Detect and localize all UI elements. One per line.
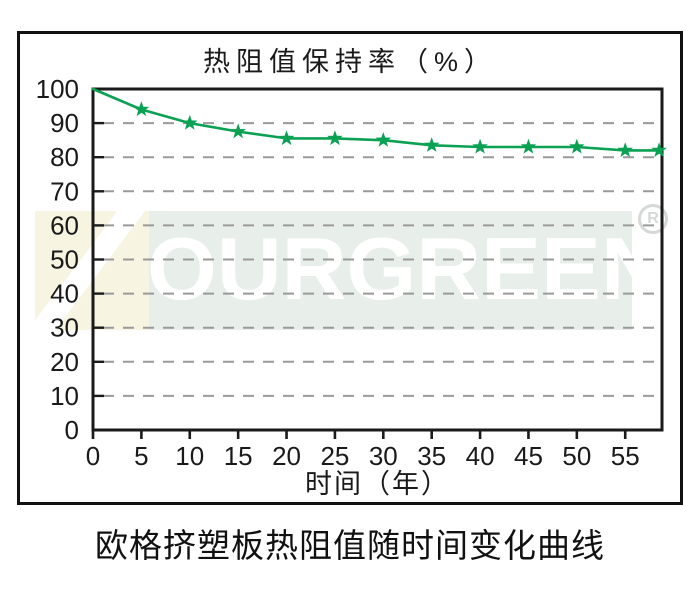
data-point-star-marker bbox=[230, 123, 246, 139]
data-point-star-marker bbox=[651, 142, 667, 157]
x-tick-label: 20 bbox=[272, 441, 301, 471]
x-tick-label: 25 bbox=[320, 441, 349, 471]
y-tick-label: 80 bbox=[50, 142, 79, 172]
y-tick-label: 0 bbox=[65, 415, 79, 445]
x-axis-title: 时间（年） bbox=[305, 469, 450, 499]
data-point-star-marker bbox=[278, 130, 295, 146]
x-tick-label: 0 bbox=[86, 441, 100, 471]
data-point-star-marker bbox=[472, 138, 488, 154]
chart-title: 热阻值保持率（%） bbox=[202, 47, 497, 77]
data-point-star-marker bbox=[423, 137, 440, 152]
data-point-star-marker bbox=[617, 142, 633, 157]
x-tick-label: 30 bbox=[369, 441, 398, 471]
data-line bbox=[91, 87, 661, 152]
data-point-star-marker bbox=[133, 101, 150, 117]
y-tick-label: 10 bbox=[50, 381, 79, 411]
x-tick-label: 5 bbox=[134, 441, 148, 471]
y-tick-label: 70 bbox=[50, 176, 79, 206]
data-point-star-marker bbox=[375, 132, 392, 147]
x-tick-label: 35 bbox=[417, 441, 446, 471]
x-tick-label: 15 bbox=[224, 441, 253, 471]
y-tick-label: 40 bbox=[50, 279, 79, 309]
registered-trademark-icon: R bbox=[638, 204, 668, 234]
watermark-band: OURGREEN bbox=[35, 211, 645, 330]
chart-frame bbox=[17, 31, 683, 505]
x-tick-label: 10 bbox=[175, 441, 204, 471]
y-tick-label: 30 bbox=[50, 313, 79, 343]
y-tick-label: 60 bbox=[50, 210, 79, 240]
data-point-star-marker bbox=[569, 138, 585, 154]
x-tick-label: 45 bbox=[514, 441, 543, 471]
data-point-star-marker bbox=[520, 138, 537, 154]
chart-caption: 欧格挤塑板热阻值随时间变化曲线 bbox=[95, 527, 605, 564]
watermark-text: OURGREEN bbox=[147, 219, 645, 318]
x-tick-label: 50 bbox=[562, 441, 591, 471]
plot-border bbox=[91, 87, 664, 432]
data-point-star-marker bbox=[182, 114, 198, 130]
x-tick-label: 55 bbox=[611, 441, 640, 471]
data-point-star-marker bbox=[327, 130, 343, 146]
y-tick-label: 50 bbox=[50, 245, 79, 275]
y-tick-label: 100 bbox=[36, 74, 79, 104]
x-tick-label: 40 bbox=[466, 441, 495, 471]
y-tick-label: 20 bbox=[50, 347, 79, 377]
y-tick-label: 90 bbox=[50, 108, 79, 138]
